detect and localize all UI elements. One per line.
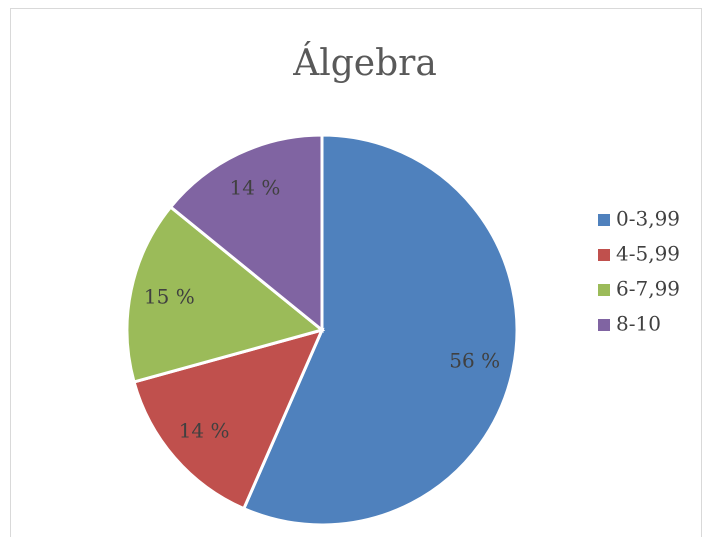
chart-title: Álgebra xyxy=(292,42,437,84)
data-label: 14 % xyxy=(230,176,281,200)
legend-swatch xyxy=(598,319,610,331)
legend-label: 6-7,99 xyxy=(616,277,680,301)
pie-slice xyxy=(132,327,325,511)
data-label: 14 % xyxy=(179,419,230,443)
data-label: 15 % xyxy=(144,285,195,309)
legend-label: 4-5,99 xyxy=(616,242,680,266)
legend-label: 8-10 xyxy=(616,312,661,336)
data-label: 56 % xyxy=(449,348,500,372)
legend-swatch xyxy=(598,284,610,296)
legend-label: 0-3,99 xyxy=(616,207,680,231)
legend-swatch xyxy=(598,214,610,226)
pie-slice xyxy=(241,133,519,527)
legend-swatch xyxy=(598,249,610,261)
pie-slice xyxy=(125,204,326,384)
pie-slice xyxy=(168,133,324,334)
